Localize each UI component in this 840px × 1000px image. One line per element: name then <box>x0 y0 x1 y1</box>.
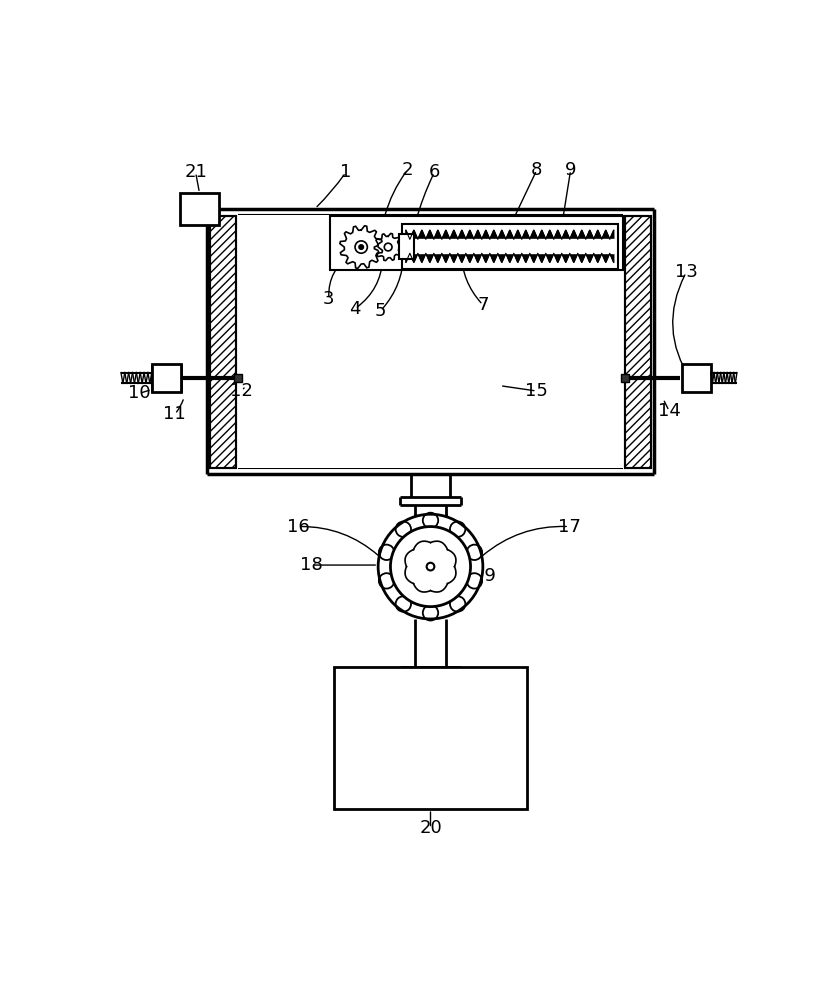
Bar <box>209 216 237 468</box>
Circle shape <box>391 527 470 607</box>
Text: 1: 1 <box>340 163 351 181</box>
Bar <box>238 215 623 468</box>
Bar <box>209 216 237 468</box>
Text: 21: 21 <box>184 163 207 181</box>
Bar <box>622 374 629 382</box>
Bar <box>625 216 652 468</box>
Circle shape <box>378 514 483 619</box>
Text: 9: 9 <box>564 161 576 179</box>
Text: 8: 8 <box>531 161 543 179</box>
Text: 2: 2 <box>402 161 413 179</box>
Text: 16: 16 <box>286 518 309 536</box>
Bar <box>334 667 527 809</box>
Bar <box>402 224 617 269</box>
Text: 10: 10 <box>129 384 150 402</box>
Text: 12: 12 <box>230 382 254 400</box>
Text: 17: 17 <box>558 518 580 536</box>
Text: 14: 14 <box>658 402 680 420</box>
Circle shape <box>355 241 367 253</box>
Circle shape <box>359 245 364 249</box>
Bar <box>625 216 652 468</box>
Text: 4: 4 <box>349 300 361 318</box>
Text: 7: 7 <box>477 296 489 314</box>
Text: 18: 18 <box>300 556 323 574</box>
Text: 19: 19 <box>473 567 496 585</box>
Text: 13: 13 <box>675 263 697 281</box>
Bar <box>234 374 242 382</box>
Bar <box>152 364 181 392</box>
Polygon shape <box>375 233 402 261</box>
Text: 15: 15 <box>525 382 549 400</box>
Circle shape <box>427 563 434 570</box>
Text: 20: 20 <box>419 819 442 837</box>
Bar <box>399 234 414 259</box>
Polygon shape <box>406 230 614 262</box>
Polygon shape <box>406 239 614 253</box>
Polygon shape <box>340 226 382 268</box>
Circle shape <box>385 243 392 251</box>
Text: 3: 3 <box>323 290 334 308</box>
Bar <box>330 216 623 270</box>
Text: 5: 5 <box>375 302 386 320</box>
Bar <box>181 193 218 225</box>
Bar <box>681 364 711 392</box>
Text: 6: 6 <box>428 163 440 181</box>
Text: 11: 11 <box>164 405 186 423</box>
